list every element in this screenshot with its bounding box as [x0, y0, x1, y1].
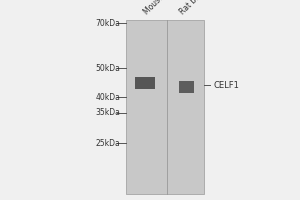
Text: 35kDa: 35kDa	[95, 108, 120, 117]
Text: 70kDa: 70kDa	[95, 19, 120, 27]
Text: Rat brain: Rat brain	[178, 0, 210, 16]
Bar	[179, 81, 194, 92]
Text: CELF1: CELF1	[213, 81, 239, 90]
Text: 25kDa: 25kDa	[95, 138, 120, 147]
Text: 40kDa: 40kDa	[95, 92, 120, 102]
Bar	[135, 77, 155, 88]
Bar	[126, 20, 204, 194]
Text: 50kDa: 50kDa	[95, 64, 120, 73]
Text: Mouse brain: Mouse brain	[142, 0, 182, 16]
